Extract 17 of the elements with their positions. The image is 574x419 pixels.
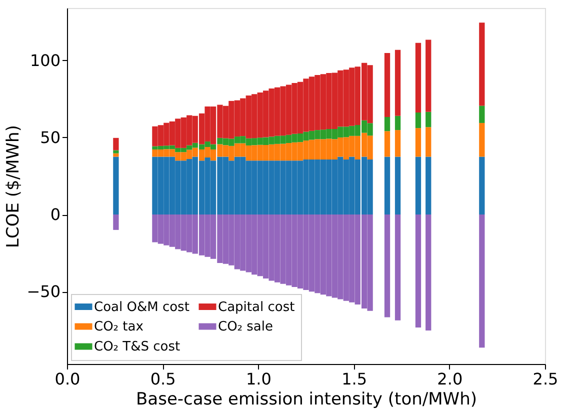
y-axis-title: LCOE ($/MWh)	[4, 125, 24, 248]
x-tick-label: 1.5	[342, 370, 368, 388]
legend-label: CO₂ T&S cost	[94, 340, 180, 354]
legend-label: CO₂ tax	[94, 320, 144, 334]
x-tick-label: 0.5	[150, 370, 176, 388]
legend-label: CO₂ sale	[218, 320, 274, 334]
x-tick-label: 1.0	[246, 370, 272, 388]
legend-label: Coal O&M cost	[94, 300, 190, 315]
y-tick-label: 50	[40, 128, 60, 147]
y-tick-label: 100	[30, 50, 60, 70]
x-tick-label: 2.5	[532, 370, 558, 388]
x-tick-label: 0.0	[54, 370, 80, 388]
y-tick-label: −50	[26, 282, 60, 302]
legend-label: Capital cost	[218, 300, 295, 315]
x-axis-title: Base-case emission intensity (ton/MWh)	[136, 390, 477, 410]
y-tick-label: 0	[50, 205, 60, 224]
x-tick-label: 2.0	[437, 370, 463, 388]
